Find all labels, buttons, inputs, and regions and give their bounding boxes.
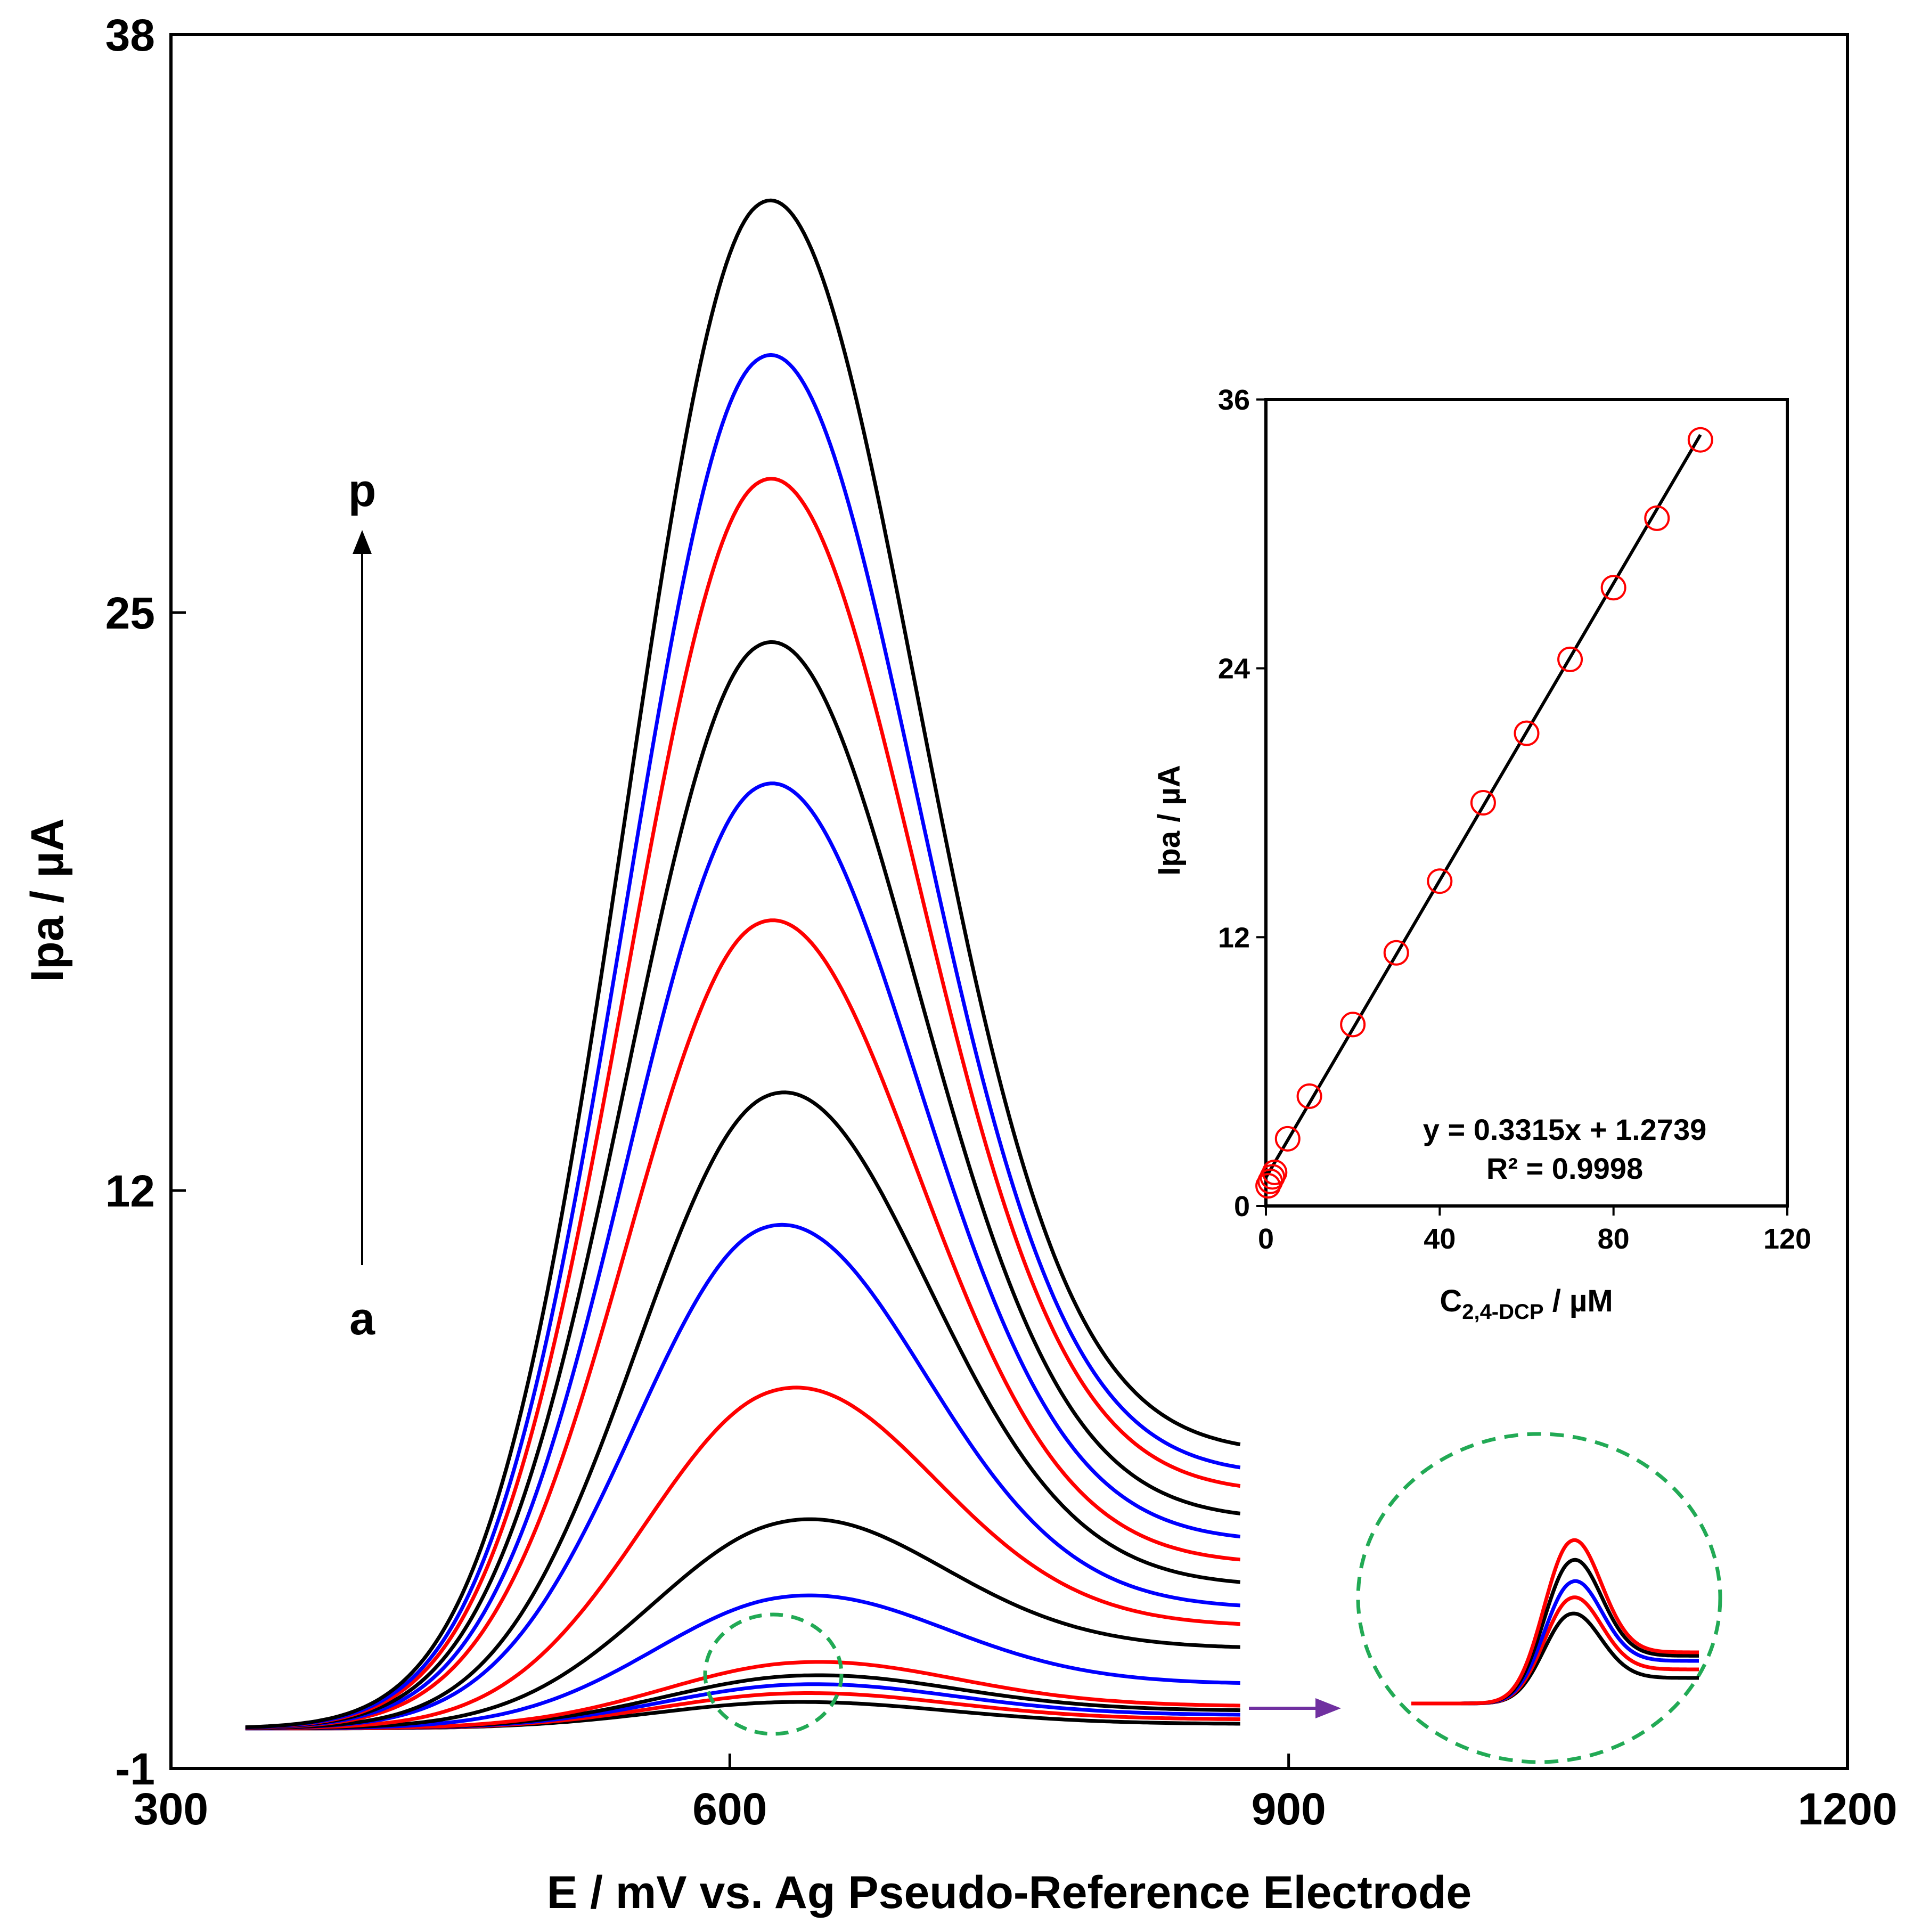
inset-r-squared: R² = 0.9998 (1486, 1152, 1643, 1185)
zoom-view (1356, 1432, 1722, 1764)
main-y-ticks: -1 12 25 38 (105, 10, 186, 1794)
inset-data-point (1340, 1012, 1366, 1038)
main-y-tick-label: -1 (115, 1744, 155, 1794)
inset-data-point (1383, 940, 1409, 966)
main-y-tick-label: 25 (105, 588, 155, 638)
main-y-tick-label: 38 (105, 10, 155, 60)
curve-m (245, 640, 1241, 1730)
inset-fit-equation: y = 0.3315x + 1.2739 (1423, 1113, 1707, 1146)
main-x-axis-title: E / mV vs. Ag Pseudo-Reference Electrode (547, 1867, 1472, 1918)
inset-x-axis-title: C2,4-DCP / µM (1440, 1284, 1613, 1324)
inset-y-axis-title: Ipa / µA (1152, 765, 1187, 875)
main-x-tick-label: 1200 (1798, 1784, 1898, 1834)
main-curves (245, 198, 1241, 1731)
curve-l (245, 781, 1241, 1730)
inset-x-axis-title-subscript: 2,4-DCP (1462, 1300, 1543, 1324)
main-y-tick-label: 12 (105, 1166, 155, 1216)
zoom-circle (1356, 1432, 1722, 1764)
inset-data-point (1296, 1083, 1322, 1109)
inset-x-axis-title-main: C (1440, 1284, 1462, 1318)
inset-data-point (1427, 868, 1453, 894)
inset-x-axis-title-unit: / µM (1544, 1284, 1613, 1318)
zoom-curves (1411, 1538, 1699, 1706)
curve-h (245, 1385, 1240, 1730)
zoom-curve (1411, 1538, 1699, 1706)
curve-f (245, 1593, 1240, 1731)
curve-label-a: a (349, 1293, 375, 1344)
inset-x-tick-label: 120 (1763, 1223, 1811, 1255)
curve-j (245, 1090, 1241, 1730)
curve-i (245, 1222, 1240, 1730)
main-x-ticks: 300 600 900 1200 (134, 1754, 1898, 1834)
inset-data-point (1262, 1159, 1288, 1185)
inset-data-point (1514, 720, 1540, 746)
inset-data-point (1600, 575, 1626, 601)
curve-k (245, 918, 1240, 1730)
curve-n (245, 477, 1241, 1730)
inset-data-point (1260, 1164, 1286, 1190)
inset-y-tick-label: 12 (1218, 922, 1250, 953)
inset-data-point (1274, 1126, 1301, 1152)
inset-y-tick-label: 24 (1218, 653, 1250, 685)
inset-fit-line (1264, 434, 1702, 1178)
inset-y-ticks: 0 12 24 36 (1218, 384, 1266, 1222)
inset-x-ticks: 0 40 80 120 (1258, 1206, 1811, 1255)
inset-calibration-chart: 0 40 80 120 0 12 24 36 y = 0.3315x + 1.2739 R²… (1152, 384, 1811, 1324)
highlight-circle-small (703, 1612, 844, 1736)
inset-points (1255, 427, 1713, 1199)
trend-arrow-head (353, 530, 372, 554)
curve-g (245, 1517, 1240, 1731)
main-x-tick-label: 300 (134, 1784, 208, 1834)
curve-o (245, 353, 1241, 1730)
main-plot-frame (169, 33, 1849, 1770)
inset-x-tick-label: 0 (1258, 1223, 1274, 1255)
inset-y-tick-label: 0 (1234, 1191, 1250, 1222)
inset-y-tick-label: 36 (1218, 384, 1250, 416)
main-y-axis-title: Ipa / µA (22, 818, 73, 982)
inset-data-point (1557, 646, 1583, 672)
inset-x-tick-label: 80 (1598, 1223, 1630, 1255)
inset-data-point (1687, 427, 1713, 453)
main-x-tick-label: 900 (1252, 1784, 1326, 1834)
curve-p (245, 198, 1241, 1730)
inset-data-point (1644, 505, 1670, 531)
inset-data-point (1470, 790, 1496, 816)
curve-label-p: p (348, 465, 377, 516)
main-x-tick-label: 600 (692, 1784, 767, 1834)
zoom-arrow-head (1315, 1698, 1341, 1718)
inset-plot-frame (1264, 398, 1789, 1208)
inset-x-tick-label: 40 (1424, 1223, 1456, 1255)
